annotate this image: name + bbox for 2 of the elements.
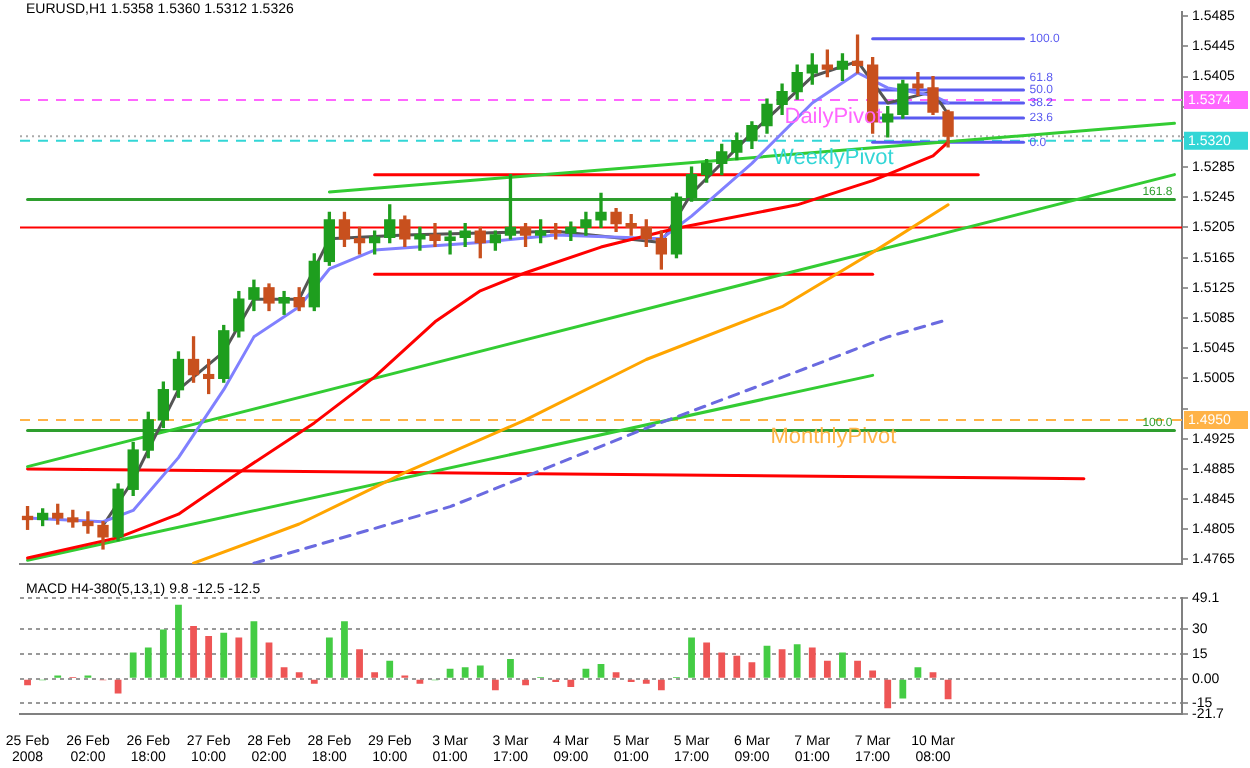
annotation: WeeklyPivot	[773, 145, 894, 170]
annotation: MonthlyPivot	[770, 424, 897, 449]
